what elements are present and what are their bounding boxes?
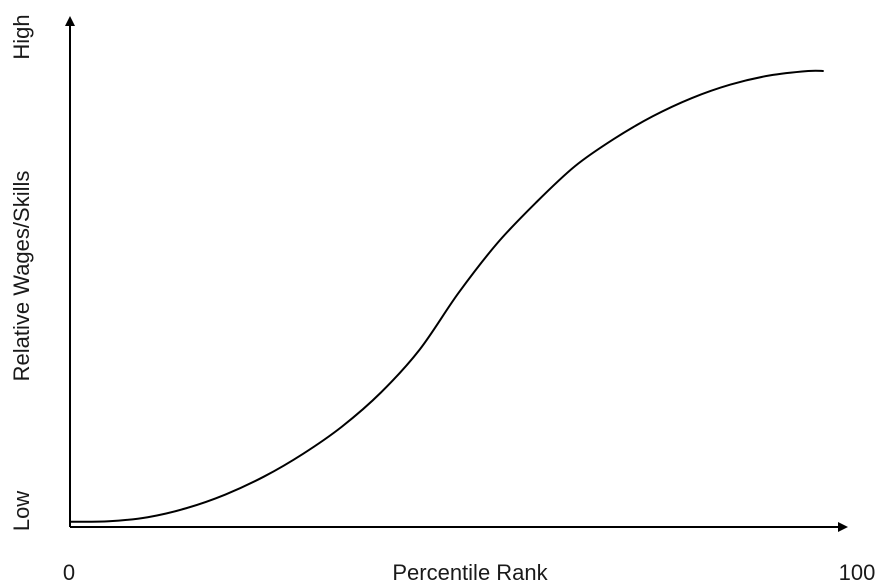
x-axis-label: Percentile Rank bbox=[392, 560, 548, 585]
y-tick-label-0: Low bbox=[9, 491, 34, 531]
x-tick-label-0: 0 bbox=[63, 560, 75, 585]
y-axis-label: Relative Wages/Skills bbox=[9, 171, 34, 382]
y-tick-label-1: High bbox=[9, 14, 34, 59]
series-line-0 bbox=[69, 69, 824, 523]
x-tick-label-1: 100 bbox=[839, 560, 876, 585]
